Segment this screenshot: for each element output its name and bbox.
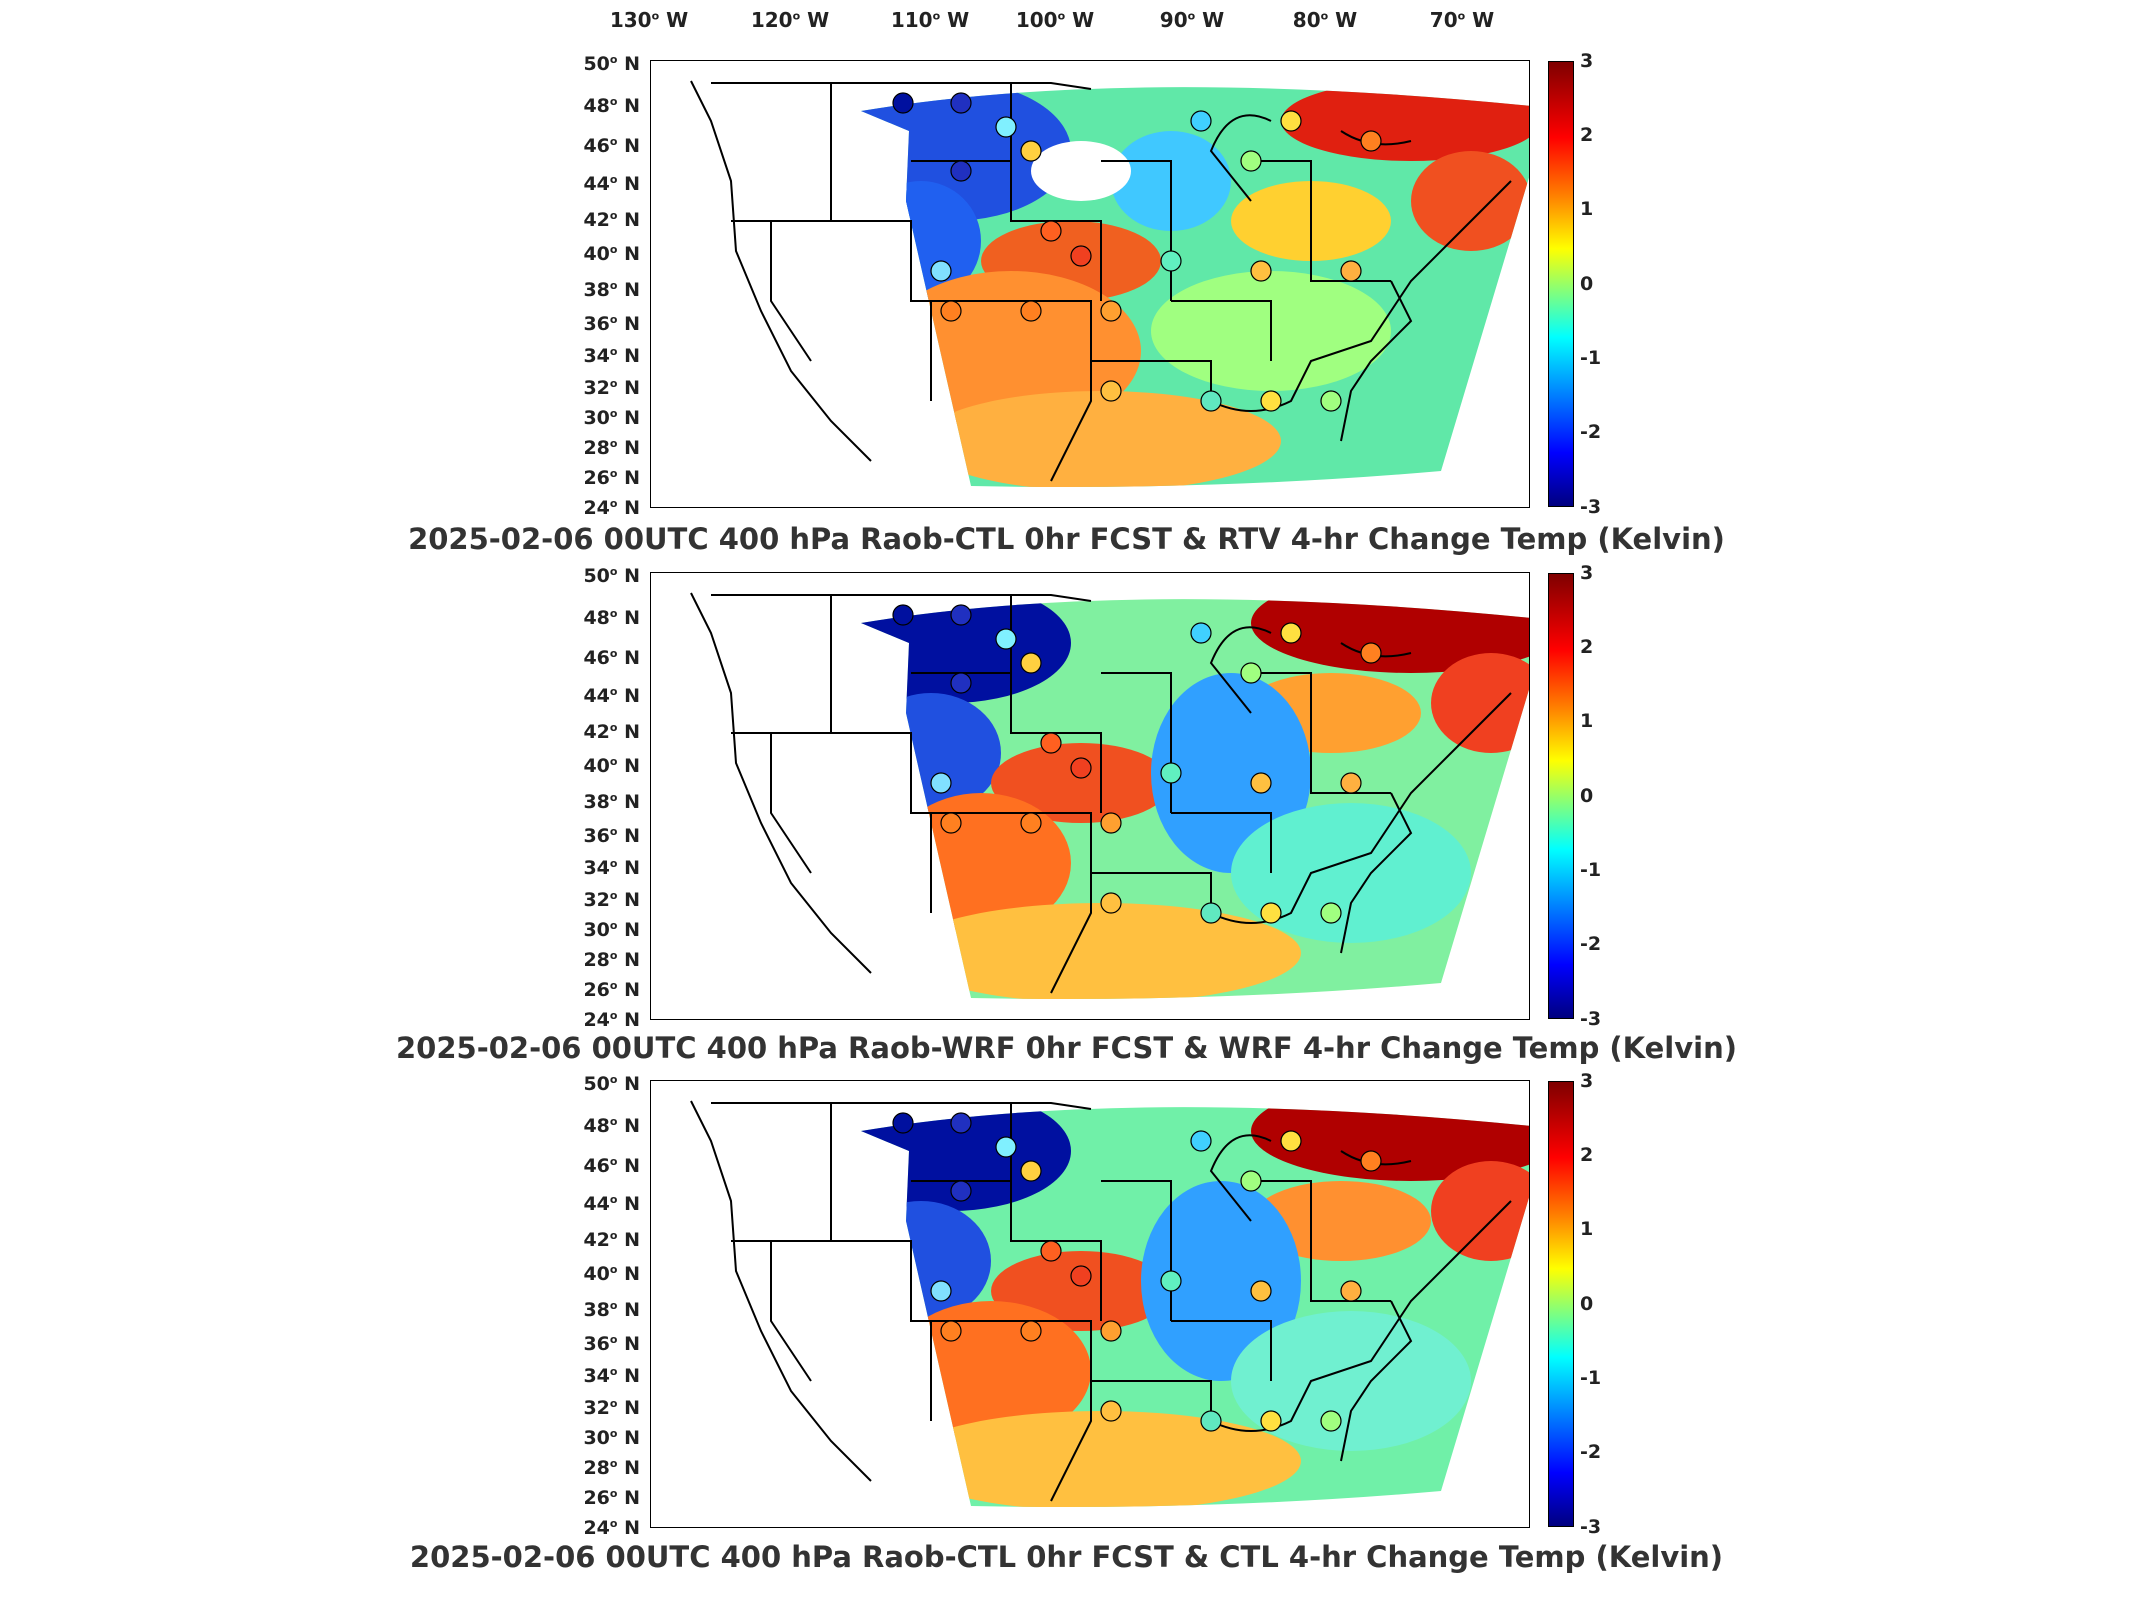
colorbar-tick: -1 bbox=[1580, 347, 1602, 369]
lat-label: 48o N bbox=[583, 606, 640, 630]
colorbar-tick: -3 bbox=[1580, 1516, 1602, 1538]
lat-label: 36o N bbox=[583, 824, 640, 848]
raob-stations bbox=[892, 604, 1382, 924]
lat-label: 40o N bbox=[583, 242, 640, 266]
latitude-labels: 50o N 48o N 46o N 44o N 42o N 40o N 38o … bbox=[560, 565, 640, 1031]
colorbar-tick: 1 bbox=[1580, 1218, 1594, 1240]
lon-label-130: 130o W bbox=[609, 8, 689, 32]
raob-stations bbox=[892, 92, 1382, 412]
lat-label: 42o N bbox=[583, 1228, 640, 1252]
lat-label: 32o N bbox=[583, 888, 640, 912]
lat-label: 36o N bbox=[583, 1332, 640, 1356]
lat-label: 38o N bbox=[583, 1298, 640, 1322]
colorbar-tick: 3 bbox=[1580, 1070, 1594, 1092]
colorbar-tick: 2 bbox=[1580, 636, 1594, 658]
lat-label: 24o N bbox=[583, 1008, 640, 1032]
temperature-map bbox=[650, 572, 1530, 1020]
lat-label: 28o N bbox=[583, 1456, 640, 1480]
temperature-map bbox=[650, 1080, 1530, 1528]
lat-label: 46o N bbox=[583, 1154, 640, 1178]
lat-label: 30o N bbox=[583, 406, 640, 430]
colorbar-tick: 2 bbox=[1580, 1144, 1594, 1166]
lon-label-100: 100o W bbox=[1015, 8, 1095, 32]
lat-label: 26o N bbox=[583, 466, 640, 490]
colorbar bbox=[1548, 1081, 1574, 1527]
state-boundaries bbox=[690, 80, 1512, 482]
lat-label: 46o N bbox=[583, 134, 640, 158]
lat-label: 32o N bbox=[583, 376, 640, 400]
colorbar bbox=[1548, 61, 1574, 507]
lat-label: 44o N bbox=[583, 1192, 640, 1216]
lat-label: 28o N bbox=[583, 948, 640, 972]
panel-title: 2025-02-06 00UTC 400 hPa Raob-WRF 0hr FC… bbox=[395, 1031, 1737, 1065]
colorbar-tick: 3 bbox=[1580, 562, 1594, 584]
lon-label-120: 120o W bbox=[750, 8, 830, 32]
lat-label: 38o N bbox=[583, 278, 640, 302]
colorbar-tick: -2 bbox=[1580, 421, 1602, 443]
lat-label: 24o N bbox=[583, 1516, 640, 1540]
lat-label: 42o N bbox=[583, 720, 640, 744]
lat-label: 34o N bbox=[583, 856, 640, 880]
colorbar-tick: -1 bbox=[1580, 859, 1602, 881]
temperature-map bbox=[650, 60, 1530, 508]
temperature-field bbox=[861, 599, 1529, 999]
lat-label: 50o N bbox=[583, 564, 640, 588]
lat-label: 34o N bbox=[583, 1364, 640, 1388]
temperature-field bbox=[861, 87, 1529, 487]
lon-label-70: 70o W bbox=[1429, 8, 1495, 32]
lat-label: 34o N bbox=[583, 344, 640, 368]
colorbar-ticks: 3 2 1 0 -1 -2 -3 bbox=[1580, 50, 1620, 518]
latitude-labels: 50o N 48o N 46o N 44o N 42o N 40o N 38o … bbox=[560, 1073, 640, 1539]
colorbar-tick: 3 bbox=[1580, 50, 1594, 72]
colorbar-tick: 0 bbox=[1580, 273, 1594, 295]
colorbar-tick: -3 bbox=[1580, 1008, 1602, 1030]
lat-label: 42o N bbox=[583, 208, 640, 232]
latitude-labels: 50o N 48o N 46o N 44o N 42o N 40o N 38o … bbox=[560, 53, 640, 519]
panel-title: 2025-02-06 00UTC 400 hPa Raob-CTL 0hr FC… bbox=[409, 1540, 1724, 1574]
lon-label-110: 110o W bbox=[890, 8, 970, 32]
lat-label: 32o N bbox=[583, 1396, 640, 1420]
colorbar-tick: 0 bbox=[1580, 785, 1594, 807]
colorbar-tick: 0 bbox=[1580, 1293, 1594, 1315]
colorbar bbox=[1548, 573, 1574, 1019]
lat-label: 46o N bbox=[583, 646, 640, 670]
colorbar-ticks: 3 2 1 0 -1 -2 -3 bbox=[1580, 562, 1620, 1030]
colorbar-tick: -3 bbox=[1580, 496, 1602, 518]
lat-label: 44o N bbox=[583, 684, 640, 708]
lat-label: 30o N bbox=[583, 1426, 640, 1450]
lat-label: 26o N bbox=[583, 1486, 640, 1510]
lat-label: 40o N bbox=[583, 1262, 640, 1286]
colorbar-tick: 2 bbox=[1580, 124, 1594, 146]
colorbar-tick: 1 bbox=[1580, 198, 1594, 220]
temperature-field bbox=[861, 1107, 1529, 1507]
colorbar-ticks: 3 2 1 0 -1 -2 -3 bbox=[1580, 1070, 1620, 1538]
colorbar-tick: 1 bbox=[1580, 710, 1594, 732]
lon-label-80: 80o W bbox=[1292, 8, 1358, 32]
lon-label-90: 90o W bbox=[1159, 8, 1225, 32]
colorbar-tick: -2 bbox=[1580, 933, 1602, 955]
lat-label: 30o N bbox=[583, 918, 640, 942]
lat-label: 40o N bbox=[583, 754, 640, 778]
lat-label: 36o N bbox=[583, 312, 640, 336]
lat-label: 50o N bbox=[583, 1072, 640, 1096]
state-boundaries bbox=[690, 592, 1512, 994]
lat-label: 48o N bbox=[583, 1114, 640, 1138]
lat-label: 24o N bbox=[583, 496, 640, 520]
lat-label: 50o N bbox=[583, 52, 640, 76]
panel-title: 2025-02-06 00UTC 400 hPa Raob-CTL 0hr FC… bbox=[408, 522, 1725, 556]
raob-stations bbox=[892, 1112, 1382, 1432]
lat-label: 38o N bbox=[583, 790, 640, 814]
lat-label: 26o N bbox=[583, 978, 640, 1002]
lat-label: 28o N bbox=[583, 436, 640, 460]
lat-label: 48o N bbox=[583, 94, 640, 118]
longitude-labels: 130o W 120o W 110o W 100o W 90o W 80o W … bbox=[0, 0, 2133, 40]
colorbar-tick: -1 bbox=[1580, 1367, 1602, 1389]
colorbar-tick: -2 bbox=[1580, 1441, 1602, 1463]
lat-label: 44o N bbox=[583, 172, 640, 196]
